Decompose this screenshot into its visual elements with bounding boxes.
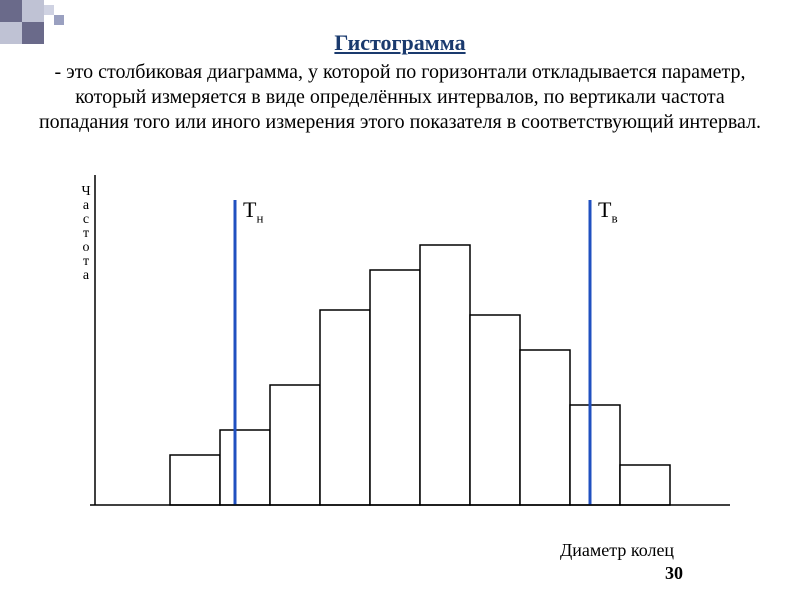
page-title: Гистограмма — [0, 30, 800, 56]
lower-limit-label: Тн — [243, 197, 263, 226]
slide-page: Гистограмма - это столбиковая диаграмма,… — [0, 0, 800, 600]
upper-limit-label: Тв — [598, 197, 618, 226]
description-text: - это столбиковая диаграмма, у которой п… — [30, 60, 770, 135]
page-number: 30 — [665, 563, 683, 584]
x-axis-label: Диаметр колец — [560, 540, 674, 561]
histogram-chart — [90, 175, 730, 535]
